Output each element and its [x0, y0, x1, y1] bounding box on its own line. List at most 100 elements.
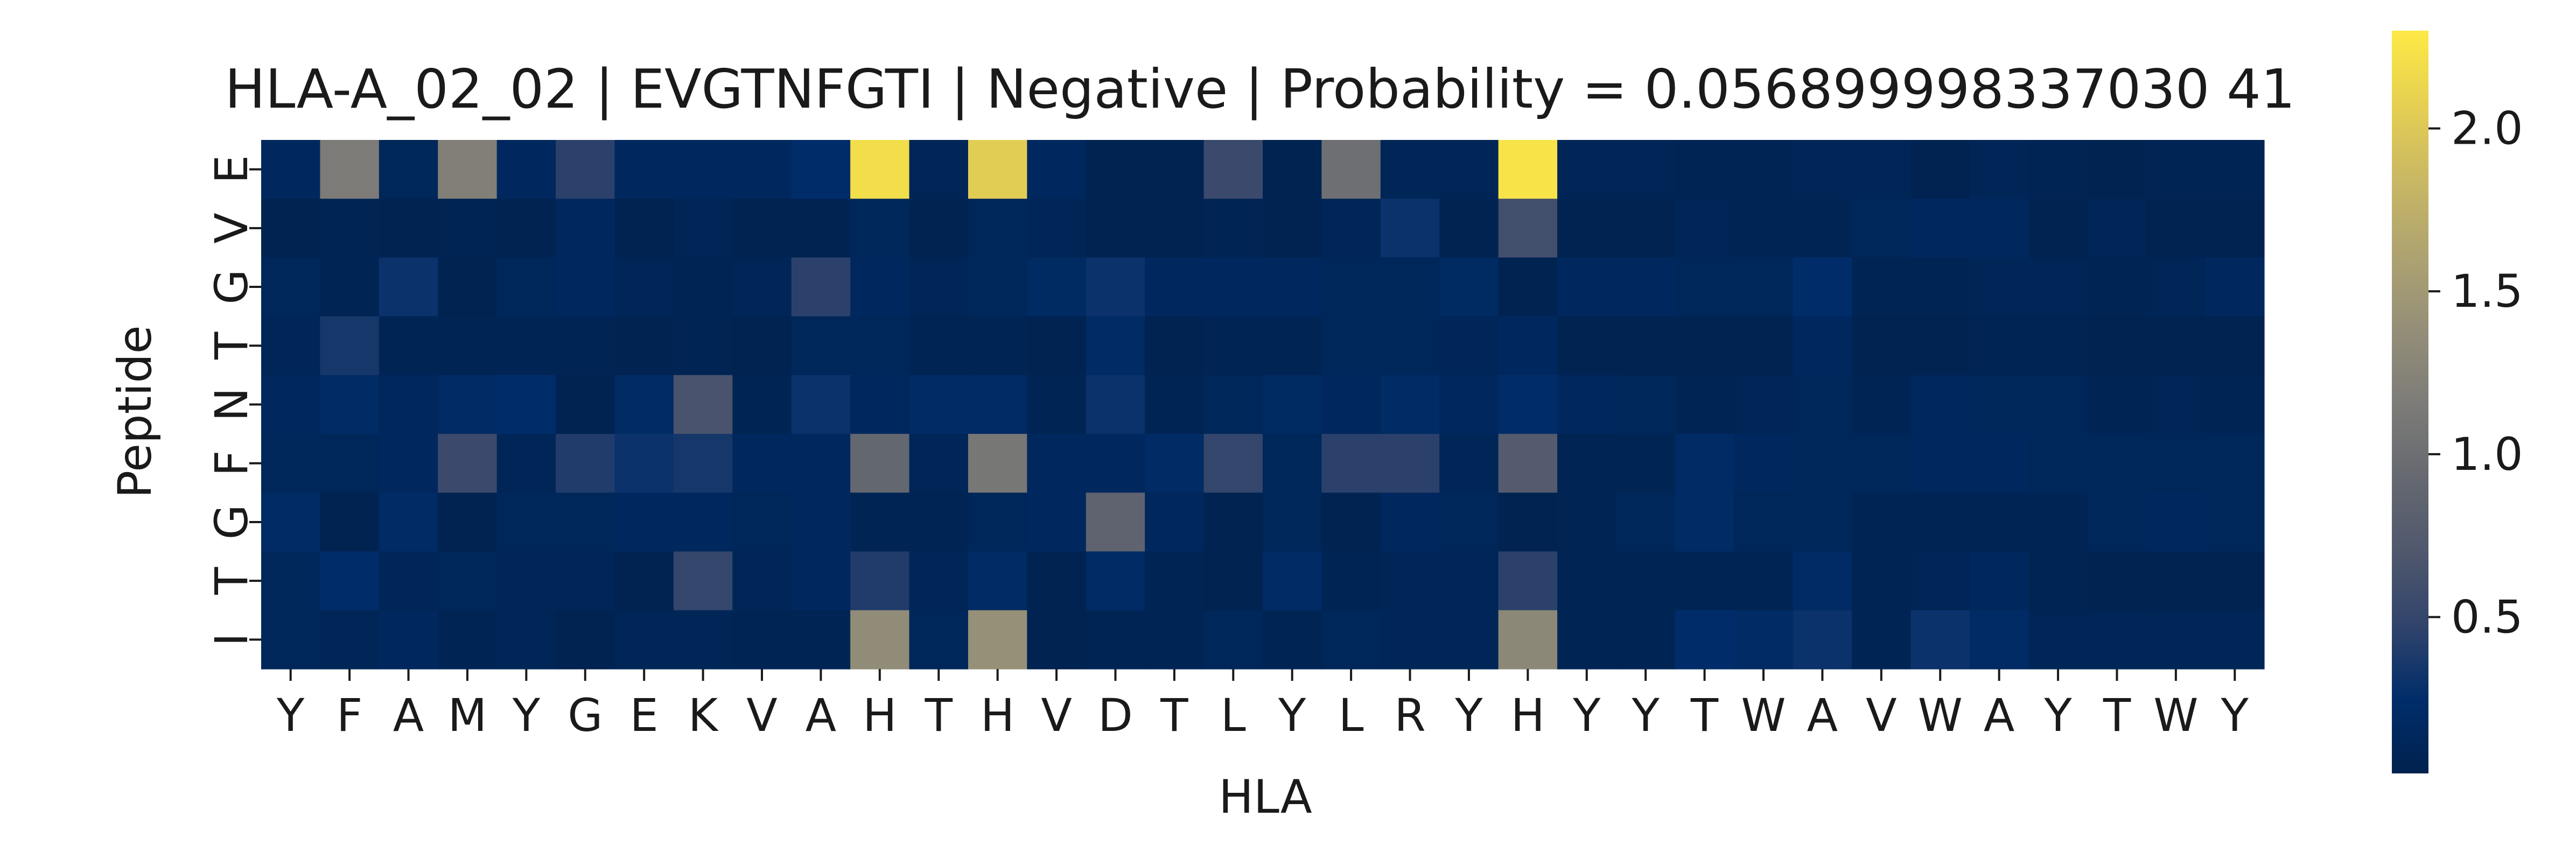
heatmap-cell [1498, 551, 1558, 611]
heatmap-cell [379, 610, 438, 670]
heatmap-cell [2028, 140, 2088, 199]
heatmap-cell [1027, 199, 1087, 258]
heatmap-cell [2205, 140, 2265, 199]
heatmap-cell [673, 257, 733, 317]
heatmap-cell [2146, 199, 2206, 258]
heatmap-cell [320, 434, 380, 493]
heatmap-cell [2146, 316, 2206, 376]
heatmap-cell [1557, 199, 1617, 258]
x-tick-label: W [1741, 689, 1786, 742]
heatmap-cell [1793, 316, 1852, 376]
heatmap-cell [909, 551, 969, 611]
heatmap-cell [1086, 551, 1145, 611]
heatmap-cell [1380, 140, 1440, 199]
heatmap-cell [1380, 257, 1440, 317]
heatmap-cell [1439, 316, 1499, 376]
heatmap-cell [850, 434, 910, 493]
heatmap-cell [1852, 492, 1912, 552]
heatmap-cell [379, 140, 438, 199]
heatmap-cell [1321, 610, 1381, 670]
heatmap-cell [1380, 492, 1440, 552]
x-axis-label: HLA [1219, 770, 1312, 824]
x-tick-label: Y [2221, 689, 2249, 742]
y-axis-label: Peptide [108, 325, 162, 498]
heatmap-cell [1557, 140, 1617, 199]
heatmap-cell [1321, 434, 1381, 493]
heatmap-cell [1498, 257, 1558, 317]
heatmap-cell [261, 551, 321, 611]
x-tick-label: W [2153, 689, 2198, 742]
heatmap-cell [1557, 316, 1617, 376]
heatmap-cell [1439, 257, 1499, 317]
heatmap-cell [1086, 610, 1145, 670]
heatmap-cell [1910, 375, 1970, 434]
heatmap-cell [496, 140, 556, 199]
heatmap-cell [496, 492, 556, 552]
heatmap-cell [614, 551, 674, 611]
heatmap-cell [2087, 610, 2147, 670]
x-tick-label: K [688, 689, 719, 742]
chart-title: HLA-A_02_02 | EVGTNFGTI | Negative | Pro… [225, 58, 2295, 121]
heatmap-cell [614, 375, 674, 434]
heatmap-cell [968, 199, 1027, 258]
heatmap-cell [1145, 199, 1205, 258]
heatmap-cell [673, 610, 733, 670]
heatmap-cell [1969, 199, 2029, 258]
heatmap-cell [1321, 375, 1381, 434]
heatmap-cell [1616, 610, 1676, 670]
heatmap-cell [1852, 140, 1912, 199]
heatmap-cell [438, 375, 498, 434]
heatmap-cell [2146, 257, 2206, 317]
heatmap-cell [261, 257, 321, 317]
y-tick-label: G [205, 270, 258, 305]
heatmap-cell [556, 375, 615, 434]
heatmap-cell [850, 199, 910, 258]
heatmap-cell [1734, 257, 1794, 317]
heatmap-cell [968, 257, 1027, 317]
heatmap-cell [1910, 551, 1970, 611]
colorbar-tick-label: 2.0 [2451, 102, 2523, 155]
heatmap-cell [732, 434, 792, 493]
heatmap-cell [1793, 551, 1852, 611]
heatmap-cells [261, 140, 2265, 670]
heatmap-cell [261, 199, 321, 258]
heatmap-cell [909, 257, 969, 317]
heatmap-cell [1969, 140, 2029, 199]
heatmap-cell [1557, 551, 1617, 611]
heatmap-cell [261, 610, 321, 670]
y-tick-label: T [205, 332, 258, 360]
heatmap-cell [1263, 610, 1322, 670]
heatmap-cell [1321, 257, 1381, 317]
heatmap-cell [791, 316, 851, 376]
heatmap-cell [968, 375, 1027, 434]
heatmap-cell [1263, 257, 1322, 317]
heatmap-cell [1321, 492, 1381, 552]
heatmap-cell [1380, 375, 1440, 434]
heatmap-cell [2087, 492, 2147, 552]
heatmap-cell [1027, 316, 1087, 376]
heatmap-cell [614, 492, 674, 552]
heatmap-cell [438, 199, 498, 258]
heatmap-cell [2087, 434, 2147, 493]
heatmap-cell [556, 199, 615, 258]
heatmap-cell [438, 610, 498, 670]
heatmap-cell [1145, 551, 1205, 611]
heatmap-cell [1027, 140, 1087, 199]
heatmap-cell [1852, 316, 1912, 376]
heatmap-cell [379, 551, 438, 611]
heatmap-cell [1027, 551, 1087, 611]
heatmap-cell [850, 257, 910, 317]
heatmap-cell [1793, 434, 1852, 493]
heatmap-cell [1675, 492, 1734, 552]
heatmap-cell [1321, 316, 1381, 376]
x-tick-label: A [1807, 689, 1838, 742]
x-tick-label: A [806, 689, 836, 742]
colorbar-tick-label: 1.5 [2451, 265, 2523, 318]
heatmap-cell [1439, 199, 1499, 258]
heatmap-cell [791, 610, 851, 670]
heatmap-cell [1616, 257, 1676, 317]
heatmap-cell [1852, 375, 1912, 434]
heatmap-cell [614, 140, 674, 199]
heatmap-cell [732, 375, 792, 434]
